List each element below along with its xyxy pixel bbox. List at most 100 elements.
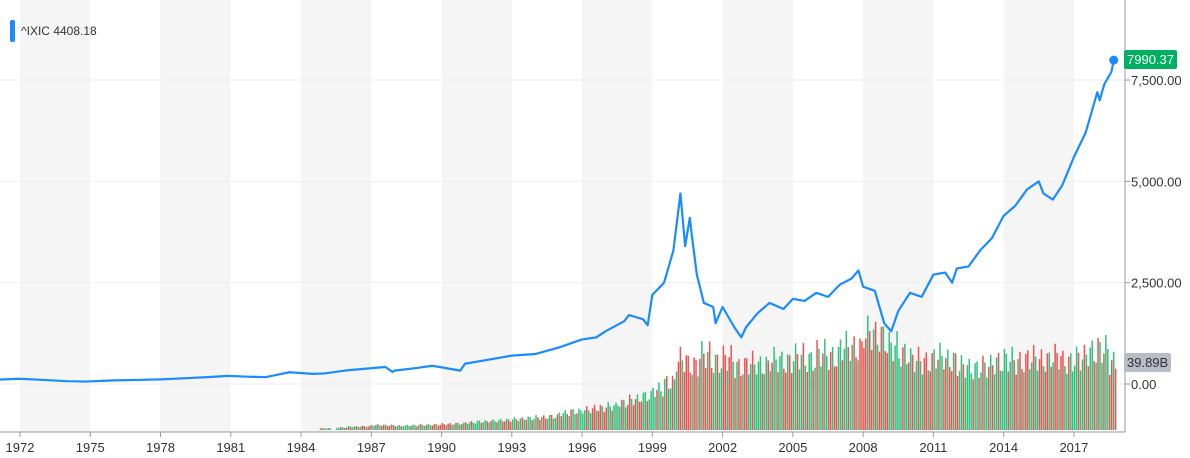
volume-bar bbox=[582, 413, 584, 430]
volume-bar bbox=[876, 344, 879, 430]
x-tick-label: 2014 bbox=[989, 440, 1018, 455]
volume-bar bbox=[697, 376, 699, 430]
volume-bar bbox=[820, 366, 822, 430]
volume-bar bbox=[746, 358, 748, 430]
volume-bar bbox=[607, 402, 609, 430]
volume-bar bbox=[769, 371, 771, 430]
volume-bar bbox=[890, 342, 892, 430]
volume-bar bbox=[519, 418, 522, 430]
volume-bar bbox=[394, 426, 397, 430]
volume-bar bbox=[544, 418, 547, 430]
volume-bar bbox=[835, 366, 838, 430]
volume-bar bbox=[818, 348, 820, 430]
volume-bar bbox=[689, 372, 691, 430]
volume-bar bbox=[792, 361, 795, 430]
volume-bar bbox=[375, 424, 377, 430]
volume-bar bbox=[425, 424, 428, 430]
volume-bar bbox=[724, 354, 727, 430]
volume-bar bbox=[841, 360, 844, 430]
volume-bar bbox=[755, 374, 758, 430]
volume-bar bbox=[798, 369, 801, 430]
volume-bar bbox=[673, 379, 676, 430]
volume-bar bbox=[757, 361, 760, 430]
volume-bar bbox=[991, 365, 994, 430]
volume-bar bbox=[640, 401, 643, 430]
volume-bar bbox=[867, 315, 869, 430]
year-band bbox=[722, 0, 793, 432]
volume-bar bbox=[810, 352, 812, 430]
volume-bar bbox=[687, 355, 689, 430]
volume-bar bbox=[1114, 368, 1117, 430]
volume-bar bbox=[488, 422, 490, 430]
volume-bar bbox=[632, 405, 635, 430]
volume-bar bbox=[429, 425, 432, 430]
volume-bar bbox=[849, 360, 851, 430]
volume-bar bbox=[513, 417, 516, 430]
volume-bar bbox=[1085, 354, 1088, 430]
volume-bar bbox=[1091, 340, 1093, 430]
volume-bar bbox=[824, 338, 826, 430]
volume-bar bbox=[648, 399, 650, 430]
year-band bbox=[582, 0, 653, 432]
volume-bar bbox=[771, 362, 773, 430]
year-band bbox=[301, 0, 372, 432]
y-tick-label: 2,500.00 bbox=[1131, 276, 1182, 291]
volume-bar bbox=[369, 425, 371, 430]
volume-bar bbox=[788, 355, 791, 430]
volume-bar bbox=[706, 351, 709, 430]
volume-bar bbox=[664, 378, 666, 430]
volume-bar bbox=[1056, 352, 1058, 430]
last-volume-tag: 39.89B bbox=[1124, 353, 1172, 372]
volume-bar bbox=[773, 346, 775, 430]
volume-bar bbox=[896, 331, 898, 430]
volume-bar bbox=[943, 369, 945, 430]
volume-bar bbox=[1110, 360, 1113, 430]
volume-bar bbox=[1001, 370, 1004, 430]
volume-bar bbox=[827, 369, 830, 430]
volume-bar bbox=[958, 370, 961, 430]
volume-bar bbox=[638, 401, 641, 430]
volume-bar bbox=[1071, 371, 1074, 430]
volume-bar bbox=[535, 415, 537, 430]
volume-bar bbox=[718, 372, 721, 430]
volume-bar bbox=[804, 365, 807, 430]
volume-bar bbox=[765, 356, 768, 430]
volume-bar bbox=[1038, 359, 1041, 430]
volume-bar bbox=[763, 374, 766, 430]
volume-bar bbox=[779, 356, 781, 430]
volume-bar bbox=[660, 391, 662, 430]
volume-bar bbox=[502, 421, 504, 430]
year-band bbox=[160, 0, 231, 432]
year-band bbox=[20, 0, 91, 432]
volume-bar bbox=[843, 348, 846, 430]
x-tick-label: 1999 bbox=[638, 440, 667, 455]
volume-bar bbox=[701, 341, 703, 430]
volume-bar bbox=[1021, 369, 1023, 430]
volume-bar bbox=[720, 368, 723, 430]
volume-bar bbox=[956, 375, 959, 430]
volume-bar bbox=[351, 427, 354, 430]
volume-bar bbox=[906, 364, 908, 430]
volume-bar bbox=[1036, 370, 1039, 430]
volume-bar bbox=[1075, 346, 1078, 430]
volume-bar bbox=[552, 418, 555, 430]
volume-bar bbox=[357, 426, 360, 430]
volume-bar bbox=[950, 371, 953, 430]
volume-bar bbox=[839, 339, 842, 430]
volume-bar bbox=[601, 406, 604, 430]
volume-bar bbox=[1073, 365, 1076, 430]
volume-bar bbox=[855, 357, 857, 430]
volume-bar bbox=[962, 364, 965, 430]
volume-bar bbox=[1046, 353, 1049, 430]
volume-bar bbox=[449, 423, 451, 430]
volume-bar bbox=[381, 425, 383, 430]
volume-bar bbox=[989, 354, 992, 430]
legend[interactable]: ^IXIC 4408.18 bbox=[10, 20, 97, 42]
volume-bar bbox=[457, 422, 459, 430]
volume-bar bbox=[677, 361, 680, 430]
volume-bar bbox=[695, 359, 697, 430]
volume-bar bbox=[345, 427, 348, 430]
volume-bar bbox=[636, 394, 639, 430]
volume-bar bbox=[646, 401, 648, 430]
